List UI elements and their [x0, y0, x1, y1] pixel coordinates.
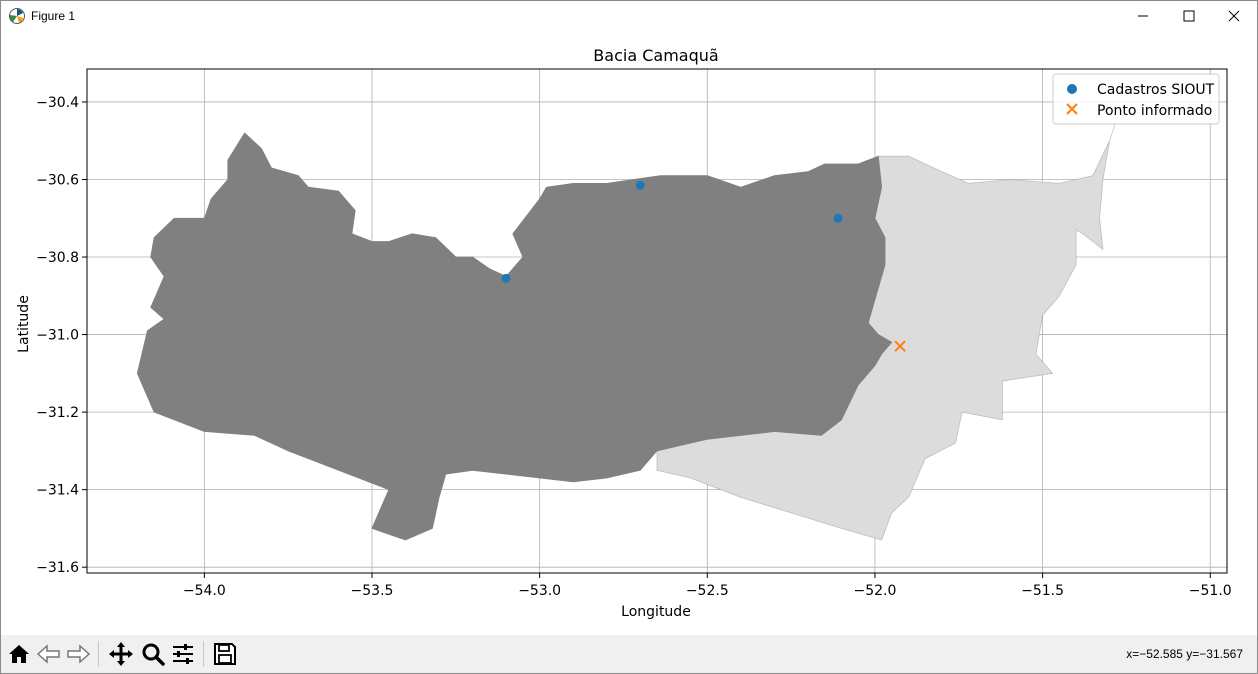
y-tick-label: −30.8: [36, 250, 79, 266]
y-ticks: −30.4 −30.6 −30.8 −31.0 −31.2 −31.4 −31.6: [36, 95, 87, 576]
y-tick-label: −31.2: [36, 405, 79, 421]
window-title: Figure 1: [31, 9, 76, 23]
x-tick-label: −52.5: [686, 583, 729, 599]
y-axis-label: Latitude: [16, 295, 32, 353]
toolbar-separator: [98, 641, 99, 667]
zoom-icon[interactable]: [139, 640, 167, 668]
x-axis-label: Longitude: [621, 604, 691, 620]
plot-figure[interactable]: Bacia Camaquã −54.0 −53.5 −53.0 −52.5 −52.0−…: [1, 31, 1257, 635]
y-tick-label: −31.4: [36, 483, 79, 499]
x-tick-label: −51.5: [1021, 583, 1064, 599]
y-tick-label: −31.6: [36, 560, 79, 576]
x-tick-label: −53.0: [518, 583, 561, 599]
configure-subplots-icon[interactable]: [169, 640, 197, 668]
data-point-ponto: [894, 340, 906, 352]
cursor-coordinates: x=−52.585 y=−31.567: [1126, 647, 1243, 661]
y-tick-label: −31.0: [36, 328, 79, 344]
toolbar-separator: [203, 641, 204, 667]
x-tick-label: −52.0: [853, 583, 896, 599]
x-marker-stroke: [1066, 103, 1078, 115]
home-icon[interactable]: [5, 640, 33, 668]
y-tick-label: −30.4: [36, 95, 79, 111]
data-markers: [501, 180, 906, 352]
navigation-toolbar: x=−52.585 y=−31.567: [1, 635, 1257, 673]
legend-box: [1052, 73, 1220, 125]
x-ticks: −54.0 −53.5 −53.0 −52.5 −52.0 −51.5 −51.0: [183, 573, 1232, 599]
data-point-cadastros: [501, 273, 511, 283]
x-tick-label: −53.5: [351, 583, 394, 599]
y-tick-label: −30.6: [36, 172, 79, 188]
legend-label-cadastros: Cadastros SIOUT: [1097, 82, 1215, 98]
matplotlib-app-icon: [9, 8, 25, 24]
basin-regions: [136, 109, 1121, 541]
back-arrow-icon[interactable]: [35, 640, 63, 668]
axes-frame: [86, 68, 1228, 574]
basin-region-dark: [136, 132, 893, 541]
axes: −54.0 −53.5 −53.0 −52.5 −52.0 −51.5 −51.0 −30.…: [36, 68, 1232, 599]
close-icon[interactable]: [1211, 1, 1257, 31]
x-marker-stroke: [894, 340, 906, 352]
title-bar[interactable]: Figure 1: [1, 1, 1257, 31]
legend-label-ponto: Ponto informado: [1097, 103, 1212, 119]
pan-icon[interactable]: [107, 640, 135, 668]
x-tick-label: −51.0: [1189, 583, 1232, 599]
minimize-icon[interactable]: [1120, 1, 1166, 31]
save-icon[interactable]: [211, 640, 239, 668]
data-point-cadastros: [635, 180, 645, 190]
legend-marker-x: [1066, 103, 1078, 115]
chart-title: Bacia Camaquã: [593, 46, 718, 65]
maximize-icon[interactable]: [1166, 1, 1212, 31]
forward-arrow-icon[interactable]: [64, 640, 92, 668]
x-tick-label: −54.0: [183, 583, 226, 599]
legend: Cadastros SIOUT Ponto informado: [1052, 73, 1220, 125]
legend-marker-circle: [1067, 84, 1077, 94]
data-point-cadastros: [833, 213, 843, 223]
